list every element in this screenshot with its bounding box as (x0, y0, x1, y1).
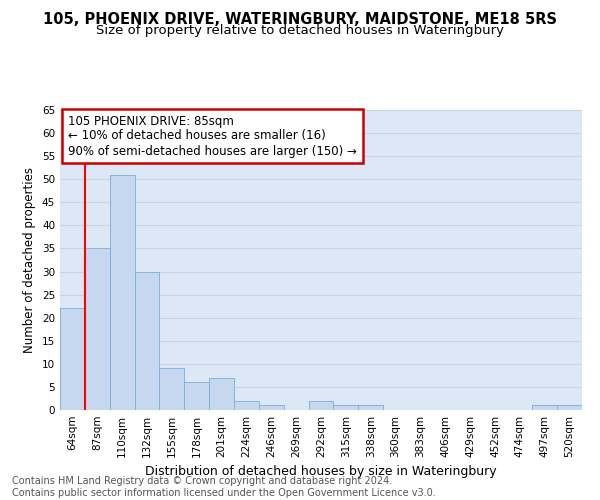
Bar (184, 382, 209, 410)
Bar (532, 406, 557, 410)
Text: Size of property relative to detached houses in Wateringbury: Size of property relative to detached ho… (96, 24, 504, 37)
Bar (110, 174, 134, 410)
Bar (334, 406, 358, 410)
Bar (259, 406, 284, 410)
Bar (134, 272, 160, 410)
Bar (160, 368, 184, 410)
Bar (60, 308, 85, 410)
Bar (209, 378, 234, 410)
Bar (85, 248, 110, 410)
Bar (358, 406, 383, 410)
Y-axis label: Number of detached properties: Number of detached properties (23, 167, 37, 353)
Text: 105, PHOENIX DRIVE, WATERINGBURY, MAIDSTONE, ME18 5RS: 105, PHOENIX DRIVE, WATERINGBURY, MAIDST… (43, 12, 557, 28)
Bar (234, 401, 259, 410)
Text: 105 PHOENIX DRIVE: 85sqm
← 10% of detached houses are smaller (16)
90% of semi-d: 105 PHOENIX DRIVE: 85sqm ← 10% of detach… (68, 114, 357, 158)
Text: Contains HM Land Registry data © Crown copyright and database right 2024.
Contai: Contains HM Land Registry data © Crown c… (12, 476, 436, 498)
Bar (308, 401, 334, 410)
Bar (557, 406, 582, 410)
X-axis label: Distribution of detached houses by size in Wateringbury: Distribution of detached houses by size … (145, 466, 497, 478)
